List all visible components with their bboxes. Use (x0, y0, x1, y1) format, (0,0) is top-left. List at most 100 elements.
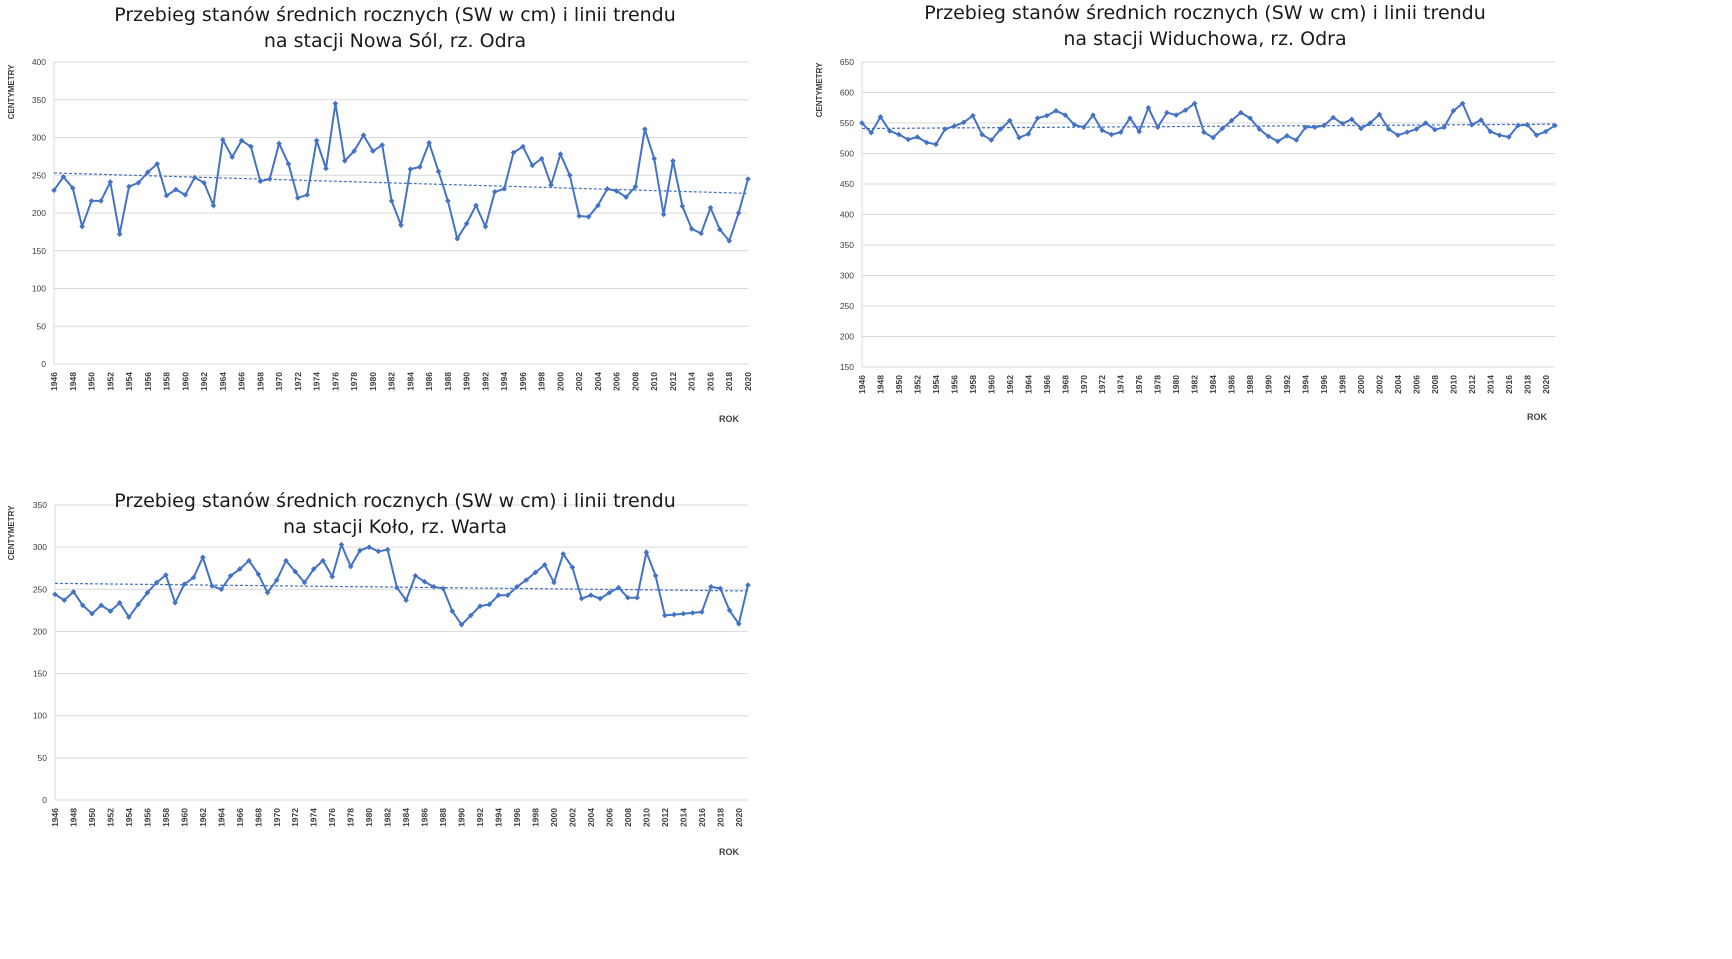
data-point (135, 180, 142, 186)
x-tick-label: 1962 (198, 808, 208, 827)
data-point (1311, 124, 1318, 131)
data-point (154, 161, 160, 167)
data-point (1034, 115, 1041, 121)
x-tick-label: 1972 (290, 808, 300, 827)
data-point (70, 589, 77, 595)
data-point (1191, 100, 1198, 107)
data-point (588, 592, 594, 598)
data-point (1080, 124, 1087, 131)
data-point (266, 176, 273, 182)
y-tick-label: 450 (840, 179, 854, 189)
data-point (181, 581, 188, 588)
data-point (914, 134, 921, 140)
data-point (933, 141, 939, 148)
data-point (1395, 132, 1401, 138)
x-tick-label: 2012 (660, 808, 670, 827)
data-point (632, 183, 639, 190)
data-point (708, 583, 714, 590)
x-tick-label: 1984 (401, 808, 411, 827)
data-point (1256, 126, 1263, 132)
x-tick-label: 1980 (368, 372, 378, 391)
data-point (680, 610, 687, 617)
x-tick-label: 1976 (330, 372, 340, 391)
data-point (606, 589, 613, 596)
x-tick-label: 1962 (199, 372, 209, 391)
y-axis-label: CENTYMETRY (7, 64, 16, 119)
data-point (329, 573, 335, 580)
data-point (1117, 129, 1124, 135)
data-point (107, 179, 114, 185)
data-point (1016, 134, 1022, 141)
data-point (1413, 126, 1420, 132)
x-tick-label: 1960 (179, 808, 189, 827)
x-tick-label: 2014 (678, 808, 688, 827)
data-point (1173, 112, 1179, 118)
data-point (1265, 133, 1272, 140)
x-tick-label: 1990 (1264, 375, 1274, 394)
x-tick-label: 1974 (309, 808, 319, 827)
x-tick-label: 1982 (1190, 375, 1200, 394)
data-point (445, 198, 451, 204)
data-point (1358, 125, 1364, 132)
x-tick-label: 2010 (641, 808, 651, 827)
data-point (523, 577, 530, 583)
x-axis-label: ROK (719, 414, 740, 424)
x-tick-label: 1966 (237, 372, 247, 391)
x-tick-label: 2016 (705, 372, 715, 391)
data-point (1228, 117, 1235, 124)
x-tick-label: 1972 (1097, 375, 1107, 394)
data-point (698, 230, 704, 237)
data-point (163, 192, 170, 199)
chart-panel-kolo: Przebieg stanów średnich rocznych (SW w … (0, 486, 860, 954)
series-line (53, 103, 749, 243)
data-point (1533, 132, 1540, 138)
data-point (60, 173, 67, 180)
data-point (877, 114, 884, 120)
data-point (745, 582, 751, 588)
data-point (398, 222, 404, 228)
x-tick-label: 1994 (499, 372, 509, 391)
data-point (1542, 128, 1549, 135)
data-point (283, 557, 289, 564)
series-line (54, 541, 749, 627)
x-tick-label: 2008 (630, 372, 640, 391)
data-point (375, 548, 382, 555)
data-point (98, 198, 104, 204)
data-point (313, 137, 320, 144)
data-point (651, 155, 658, 162)
data-point (1025, 131, 1032, 137)
data-point (431, 583, 437, 590)
x-tick-label: 2018 (724, 372, 734, 391)
data-point (173, 186, 179, 193)
x-tick-label: 1980 (1171, 375, 1181, 394)
data-point (942, 126, 948, 132)
data-point (218, 586, 225, 593)
data-point (735, 621, 742, 627)
x-tick-label: 1984 (1208, 375, 1218, 394)
x-tick-label: 2014 (687, 372, 697, 391)
y-tick-label: 200 (33, 626, 47, 636)
x-tick-label: 1952 (105, 372, 115, 391)
x-tick-label: 1990 (462, 372, 472, 391)
data-point (529, 162, 536, 169)
data-point (1524, 122, 1531, 128)
x-tick-label: 1990 (457, 808, 467, 827)
data-point (548, 182, 554, 188)
data-point (726, 238, 733, 244)
x-tick-label: 1988 (443, 372, 453, 391)
x-tick-label: 1952 (105, 808, 115, 827)
x-tick-label: 1946 (857, 375, 867, 394)
data-point (341, 158, 348, 164)
chart-panel-nowa-sol: Przebieg stanów średnich rocznych (SW w … (0, 0, 860, 480)
x-tick-label: 1976 (327, 808, 337, 827)
data-point (51, 187, 57, 194)
x-tick-label: 1986 (1227, 375, 1237, 394)
data-point (1247, 115, 1253, 121)
y-tick-label: 250 (840, 301, 854, 311)
data-point (220, 136, 226, 143)
x-tick-label: 2000 (1356, 375, 1366, 394)
y-axis-label: CENTYMETRY (815, 62, 824, 117)
data-point (1219, 125, 1226, 132)
y-tick-label: 200 (840, 332, 854, 342)
data-point (440, 585, 446, 592)
